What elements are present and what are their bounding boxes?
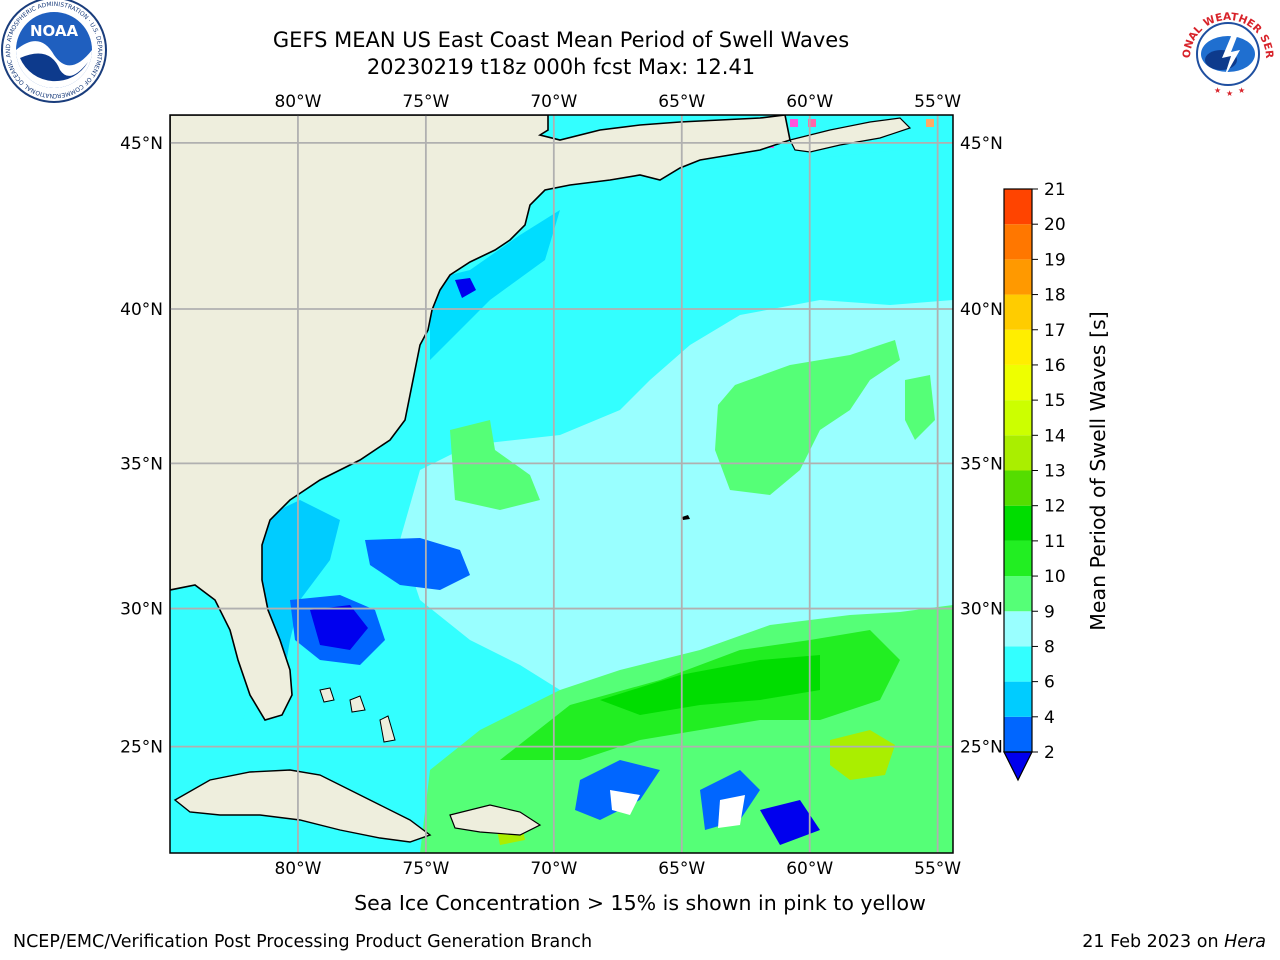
lat-label-left: 45°N — [120, 134, 163, 154]
colorbar-tick-label: 11 — [1044, 532, 1066, 552]
colorbar-tick-label: 4 — [1044, 708, 1055, 728]
colorbar-segment — [1004, 259, 1032, 295]
colorbar-tick-label: 9 — [1044, 602, 1055, 622]
date-text: 21 Feb 2023 on — [1082, 932, 1219, 952]
lat-label-left: 25°N — [120, 738, 163, 758]
swell-under-2s-nj — [455, 278, 476, 298]
land-bahamas — [349, 695, 366, 713]
colorbar-segment — [1004, 540, 1032, 577]
lon-label-bottom: 55°W — [914, 859, 961, 879]
colorbar-segment — [1004, 470, 1032, 506]
lat-label-right: 45°N — [960, 134, 1003, 154]
colorbar-tick-label: 8 — [1044, 637, 1055, 657]
lat-label-right: 25°N — [960, 738, 1003, 758]
swell-caribbean-streak-1 — [575, 760, 660, 820]
land-hispaniola — [449, 804, 542, 836]
lat-label-left: 30°N — [120, 600, 163, 620]
swell-11-12s-band — [600, 655, 820, 715]
colorbar-label: Mean Period of Swell Waves [s] — [1086, 311, 1110, 631]
lon-label-top: 55°W — [914, 92, 961, 112]
chart-title: GEFS MEAN US East Coast Mean Period of S… — [272, 28, 850, 52]
colorbar-tick-label: 2 — [1044, 743, 1055, 763]
swell-gulf-zone — [170, 590, 250, 790]
colorbar-tick-label: 6 — [1044, 673, 1055, 693]
colorbar-tick-label: 21 — [1044, 180, 1066, 200]
colorbar-segment — [1004, 364, 1032, 401]
colorbar-tick-label: 10 — [1044, 567, 1066, 587]
sea-ice-note: Sea Ice Concentration > 15% is shown in … — [354, 891, 926, 915]
colorbar-tick-label: 19 — [1044, 250, 1066, 270]
colorbar-tick-label: 18 — [1044, 286, 1066, 306]
svg-text:★: ★ — [1238, 86, 1245, 95]
lat-label-right: 35°N — [960, 454, 1003, 474]
land-bahamas — [319, 687, 335, 703]
colorbar-tick-label: 16 — [1044, 356, 1066, 376]
swell-9-10s-patch-west — [450, 420, 540, 510]
colorbar-segment — [1004, 329, 1032, 365]
colorbar-tick-label: 20 — [1044, 215, 1066, 235]
lat-label-left: 35°N — [120, 454, 163, 474]
lat-label-left: 40°N — [120, 300, 163, 320]
swell-under-2s-patch — [310, 605, 368, 650]
land-cuba — [173, 769, 432, 843]
colorbar-segment — [1004, 681, 1032, 717]
colorbar-tick-label: 14 — [1044, 426, 1066, 446]
map-frame — [169, 114, 954, 854]
colorbar-segment — [1004, 576, 1032, 612]
svg-text:★: ★ — [1226, 89, 1233, 98]
swell-12-13s-patch — [830, 730, 895, 780]
noaa-logo: NATIONAL OCEANIC AND ATMOSPHERIC ADMINIS… — [0, 0, 107, 103]
sea-ice-pixel — [790, 119, 798, 127]
colorbar-segment — [1004, 611, 1032, 647]
lon-label-top: 70°W — [530, 92, 577, 112]
lon-label-top: 60°W — [786, 92, 833, 112]
lon-label-top: 80°W — [274, 92, 321, 112]
date-stamp: 21 Feb 2023 on Hera — [1082, 932, 1266, 952]
lon-label-bottom: 60°W — [786, 859, 833, 879]
colorbar-segment — [1004, 189, 1032, 225]
colorbar-segment — [1004, 716, 1032, 752]
lat-label-right: 40°N — [960, 300, 1003, 320]
lon-label-bottom: 75°W — [402, 859, 449, 879]
colorbar-tick-label: 12 — [1044, 497, 1066, 517]
colorbar-segment — [1004, 400, 1032, 436]
swell-caribbean-streak-3 — [760, 800, 820, 845]
nws-logo: NATIONAL WEATHER SERVICE ★ ★ ★ — [1176, 0, 1276, 102]
colorbar-tick-label: 17 — [1044, 321, 1066, 341]
chart-subtitle: 20230219 t18z 000h fcst Max: 12.41 — [366, 55, 756, 79]
sea-ice-pixel — [926, 119, 934, 127]
colorbar-segment — [1004, 505, 1032, 541]
land-bermuda — [682, 515, 690, 520]
lon-label-top: 65°W — [658, 92, 705, 112]
swell-9-10s-patch-east — [905, 375, 935, 440]
graticule — [170, 115, 953, 853]
swell-9-10s-patch-central — [715, 340, 900, 495]
lon-label-bottom: 80°W — [274, 859, 321, 879]
lon-label-bottom: 70°W — [530, 859, 577, 879]
swell-4-6s-band-north — [430, 210, 560, 360]
noaa-text: NOAA — [30, 22, 79, 40]
colorbar-under-triangle — [1003, 751, 1033, 782]
masked-area-1 — [610, 790, 640, 815]
machine-name: Hera — [1224, 932, 1266, 952]
colorbar-segment — [1004, 646, 1032, 682]
colorbar-segment — [1004, 435, 1032, 471]
sea-ice-pixel — [808, 119, 816, 127]
swell-2-4s-patch-1 — [365, 538, 470, 590]
masked-area-2 — [718, 795, 745, 828]
lat-label-right: 30°N — [960, 600, 1003, 620]
svg-text:★: ★ — [1214, 86, 1221, 95]
colorbar-tick-label: 13 — [1044, 462, 1066, 482]
colorbar-segment — [1004, 224, 1032, 260]
colorbar-segment — [1004, 294, 1032, 330]
land-bahamas — [379, 715, 396, 743]
land-north-america — [170, 115, 791, 721]
lon-label-top: 75°W — [402, 92, 449, 112]
colorbar-tick-label: 15 — [1044, 391, 1066, 411]
credit-text: NCEP/EMC/Verification Post Processing Pr… — [13, 932, 593, 952]
lon-label-bottom: 65°W — [658, 859, 705, 879]
